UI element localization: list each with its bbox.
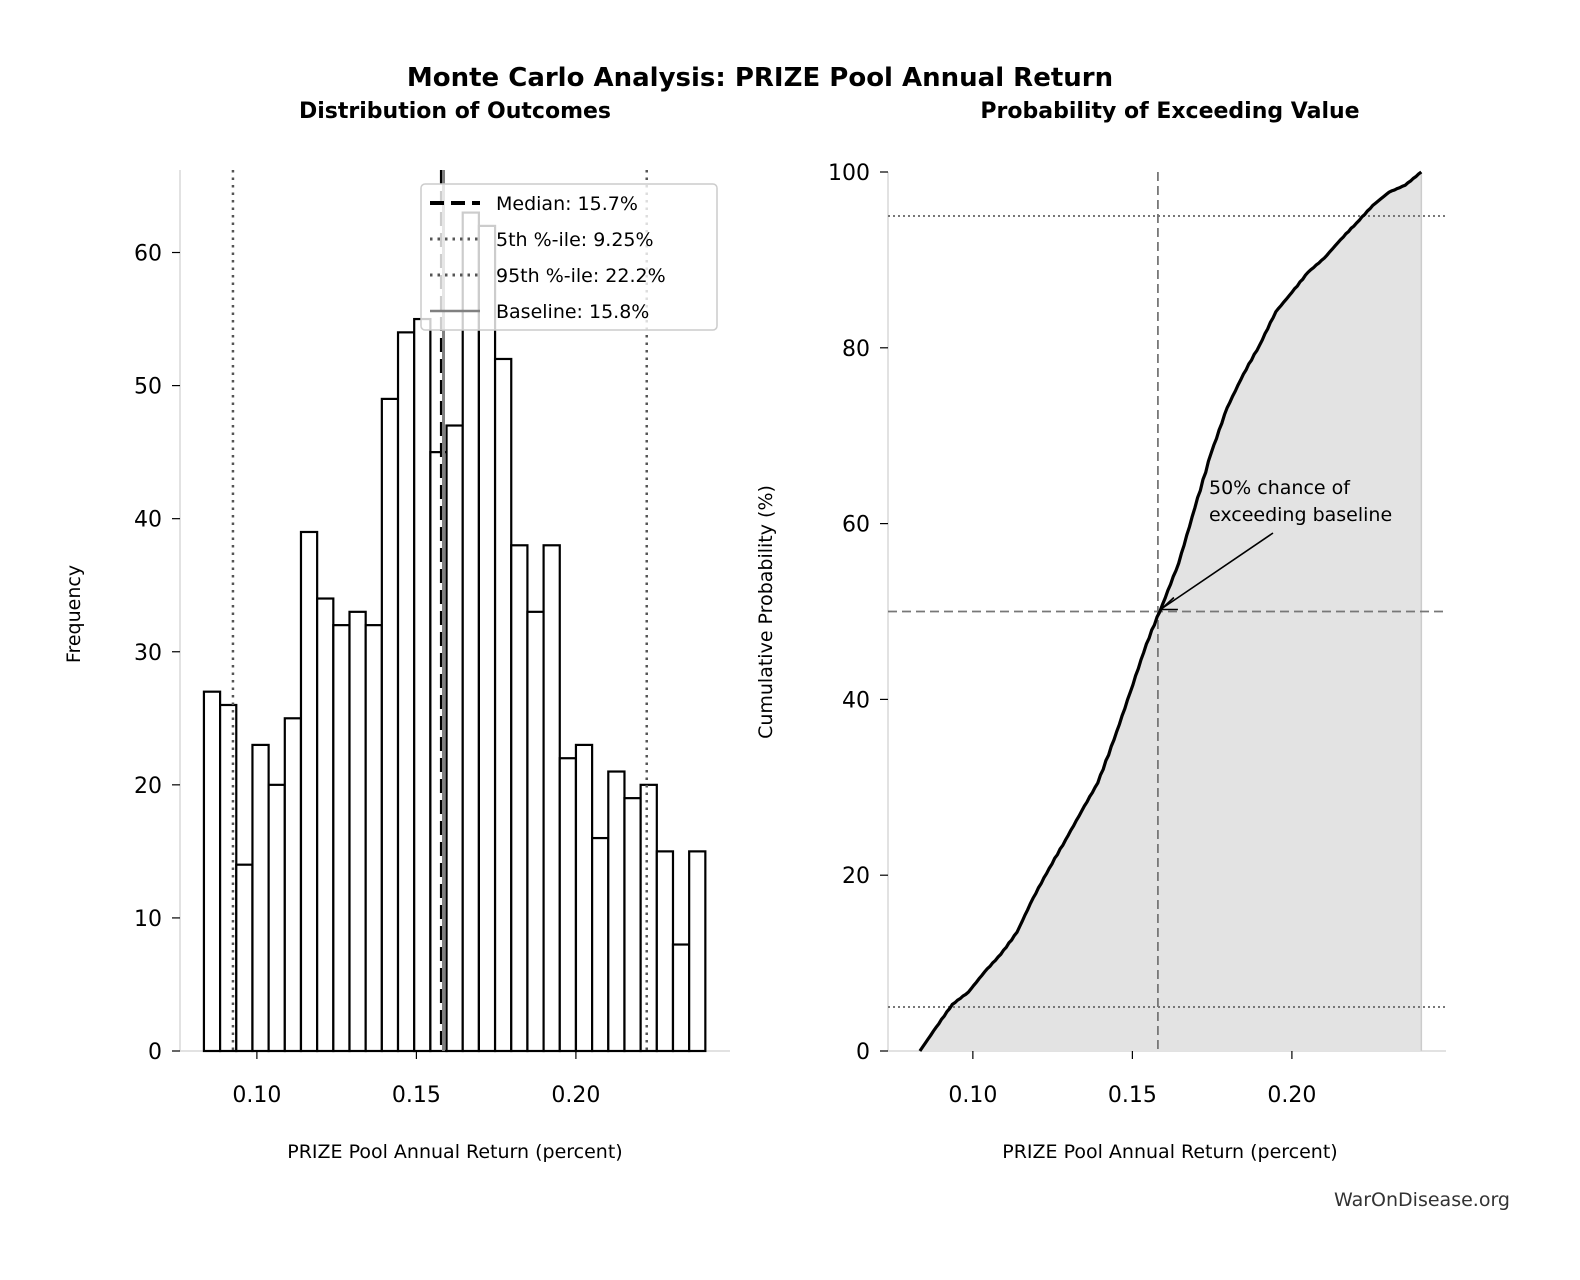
y-tick-label: 20 [134, 774, 162, 799]
histogram-bar [671, 943, 691, 1053]
x-tick-label: 0.15 [392, 1083, 441, 1108]
histogram-bar [542, 544, 561, 1053]
histogram-bar [396, 331, 416, 1053]
annotation-arrow [1161, 532, 1274, 610]
legend-label: Median: 15.7% [496, 193, 638, 215]
y-tick-label: 40 [842, 688, 870, 713]
legend-box [420, 183, 718, 331]
histogram-bar [655, 850, 675, 1053]
legend: Median: 15.7% 5th %-ile: 9.25% 95th %-ile:… [420, 183, 718, 331]
histogram-bar [510, 544, 529, 1053]
histogram-plot: 0 10 20 30 40 50 60 0.10 0.15 0.20 Median: 15.7% 5t… [134, 170, 730, 1108]
histogram-bar [348, 610, 367, 1053]
legend-label: Baseline: 15.8% [496, 301, 649, 323]
histogram-bar [461, 211, 480, 1053]
y-tick-label: 60 [134, 242, 162, 267]
x-tick-label: 0.20 [1267, 1083, 1316, 1108]
histogram-bar [299, 530, 319, 1053]
histogram-bar [526, 610, 545, 1053]
histogram-bar [380, 397, 400, 1053]
histogram-bar [688, 850, 707, 1053]
histogram-bar [283, 717, 303, 1053]
annotation-text: exceeding baseline [1209, 504, 1392, 526]
histogram-bar [493, 357, 513, 1053]
histogram-bar [607, 770, 626, 1053]
histogram-bar [364, 624, 383, 1053]
y-tick-label: 0 [148, 1040, 162, 1065]
histogram-bar [202, 690, 222, 1053]
y-tick-label: 50 [134, 375, 162, 400]
y-tick-label: 10 [134, 907, 162, 932]
x-tick-label: 0.10 [232, 1083, 281, 1108]
legend-label: 95th %-ile: 22.2% [496, 265, 666, 287]
left-ylabel: Frequency [63, 565, 85, 663]
histogram-bar [413, 317, 432, 1053]
right-ylabel: Cumulative Probability (%) [755, 485, 777, 739]
figure-title: Monte Carlo Analysis: PRIZE Pool Annual … [407, 63, 1113, 93]
y-tick-label: 80 [842, 337, 870, 362]
y-tick-label: 60 [842, 513, 870, 538]
histogram-bar [316, 597, 335, 1053]
y-tick-label: 20 [842, 864, 870, 889]
watermark: WarOnDisease.org [1334, 1189, 1510, 1211]
histogram-bar [591, 836, 610, 1053]
cdf-line [918, 170, 1423, 1052]
histogram-bar [558, 757, 578, 1053]
histogram-bar [445, 424, 464, 1053]
histogram-bar [574, 743, 594, 1053]
left-xlabel: PRIZE Pool Annual Return (percent) [287, 1141, 622, 1163]
histogram-bar [477, 224, 497, 1053]
y-tick-label: 30 [134, 641, 162, 666]
right-xlabel: PRIZE Pool Annual Return (percent) [1002, 1141, 1337, 1163]
cdf-plot: 0 20 40 60 80 100 0.10 0.15 0.20 50% chance of exc… [828, 161, 1446, 1108]
histogram-bar [623, 797, 642, 1053]
y-tick-label: 0 [856, 1040, 870, 1065]
annotation-text: 50% chance of [1209, 477, 1351, 499]
legend-label: 5th %-ile: 9.25% [496, 229, 654, 251]
x-tick-label: 0.10 [948, 1083, 997, 1108]
y-tick-label: 100 [828, 161, 870, 186]
histogram-bar [235, 863, 254, 1053]
histogram-bar [332, 624, 351, 1053]
x-tick-label: 0.20 [551, 1083, 600, 1108]
y-tick-label: 40 [134, 508, 162, 533]
arrow-head-icon [1158, 596, 1178, 611]
left-subplot-title: Distribution of Outcomes [299, 99, 611, 124]
histogram-bar [639, 783, 658, 1053]
right-subplot-title: Probability of Exceeding Value [980, 99, 1359, 124]
x-tick-label: 0.15 [1108, 1083, 1157, 1108]
histogram-bar [267, 783, 286, 1053]
histogram-bar [251, 743, 270, 1053]
